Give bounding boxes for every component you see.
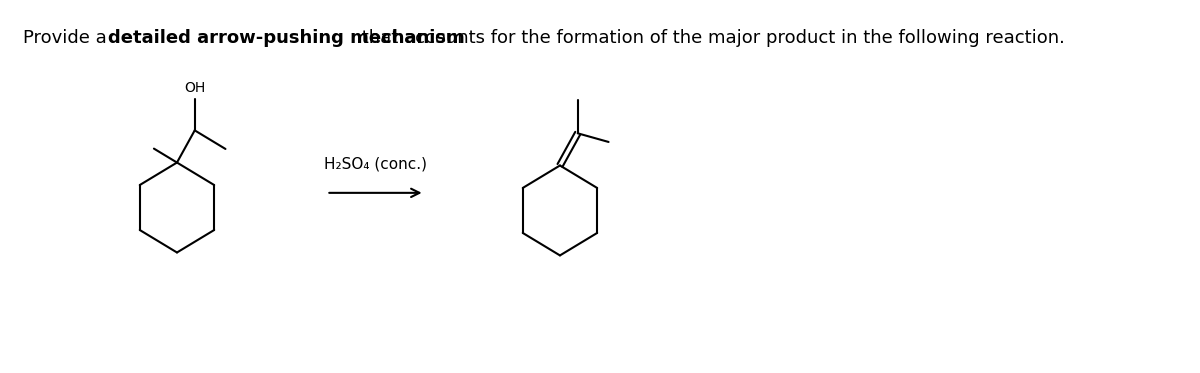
Text: OH: OH xyxy=(184,81,205,95)
Text: detailed arrow-pushing mechanism: detailed arrow-pushing mechanism xyxy=(108,29,464,47)
Text: H₂SO₄ (conc.): H₂SO₄ (conc.) xyxy=(324,156,427,171)
Text: that accounts for the formation of the major product in the following reaction.: that accounts for the formation of the m… xyxy=(356,29,1064,47)
Text: Provide a: Provide a xyxy=(23,29,113,47)
